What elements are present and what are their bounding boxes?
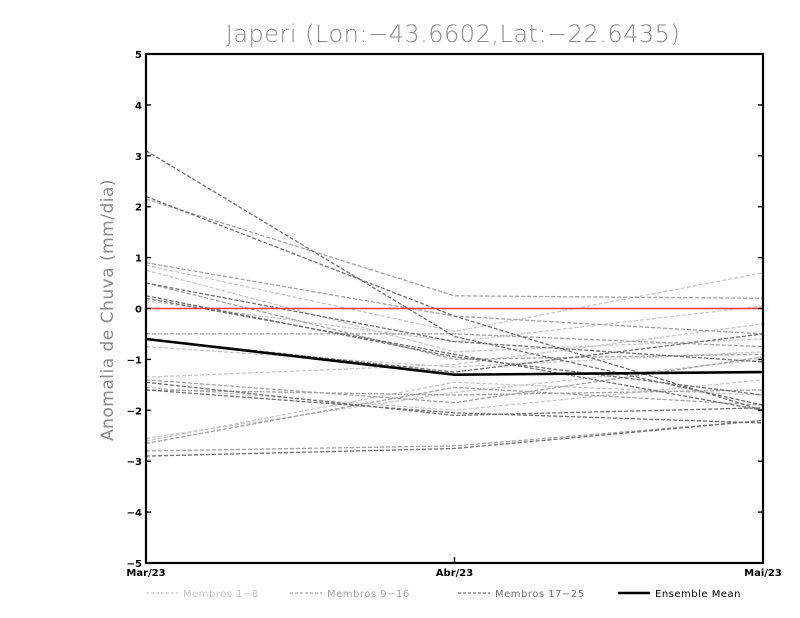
axis-layer: −5 −4 −3 −2 −1 0 1 2 3 4 5 Mar/23 Abr/23 Mai/23 — [126, 50, 781, 579]
series-line-m15 — [145, 389, 764, 396]
series-line-m20 — [145, 297, 764, 411]
series-line-m7 — [145, 379, 764, 411]
y-tick-label: −1 — [127, 355, 142, 366]
series-line-m16 — [145, 282, 764, 361]
series-line-m18 — [145, 195, 764, 411]
series-line-m9 — [145, 198, 764, 299]
y-tick-label: −5 — [127, 559, 142, 570]
x-tick-label: Mar/23 — [126, 568, 165, 579]
series-line-m23 — [145, 389, 764, 424]
x-tick-label: Abr/23 — [436, 568, 473, 579]
y-tick-label: 5 — [135, 50, 142, 61]
series-line-m25 — [145, 295, 764, 396]
series-line-m24 — [145, 419, 764, 457]
legend-item: Membros 17−25 — [458, 589, 585, 600]
y-tick-label: −4 — [127, 508, 142, 519]
legend-label: Membros 9−16 — [327, 589, 410, 600]
y-tick-label: 3 — [135, 152, 142, 163]
x-tick-label: Mai/23 — [744, 568, 782, 579]
y-tick-label: −3 — [127, 457, 142, 468]
legend-item: Ensemble Mean — [618, 589, 741, 600]
y-tick-label: 1 — [135, 254, 142, 265]
series-line-m17 — [145, 150, 764, 406]
y-tick-label: 0 — [135, 305, 142, 316]
y-tick-label: 2 — [135, 203, 142, 214]
series-line-m8 — [145, 269, 764, 353]
series-line-m3 — [145, 381, 764, 442]
chart-title: Japeri (Lon:−43.6602,Lat:−22.6435) — [226, 20, 681, 48]
legend-label: Membros 17−25 — [495, 589, 585, 600]
series-line-m11 — [145, 386, 764, 445]
y-tick-label: −2 — [127, 406, 142, 417]
series-line-m2 — [145, 346, 764, 368]
series-line-m6 — [145, 358, 764, 439]
y-tick-label: 4 — [135, 101, 142, 112]
y-axis-label: Anomalia de Chuva (mm/dia) — [98, 179, 118, 441]
legend-label: Ensemble Mean — [655, 589, 741, 600]
series-line-m5 — [145, 323, 764, 378]
series-layer — [145, 150, 764, 457]
series-line-m13 — [145, 419, 764, 452]
series-line-m12 — [145, 356, 764, 404]
series-line-m14 — [145, 262, 764, 335]
series-line-m19 — [145, 282, 764, 363]
series-line-m10 — [146, 333, 764, 348]
series-line-m4 — [145, 300, 764, 343]
legend: Membros 1−8 Membros 9−16 Membros 17−25 Ense… — [146, 589, 741, 600]
legend-item: Membros 9−16 — [290, 589, 410, 600]
ensemble-mean-line — [145, 337, 764, 377]
legend-label: Membros 1−8 — [183, 589, 259, 600]
legend-item: Membros 1−8 — [146, 589, 259, 600]
series-line-m1 — [145, 264, 764, 333]
series-line-m22 — [145, 381, 764, 417]
